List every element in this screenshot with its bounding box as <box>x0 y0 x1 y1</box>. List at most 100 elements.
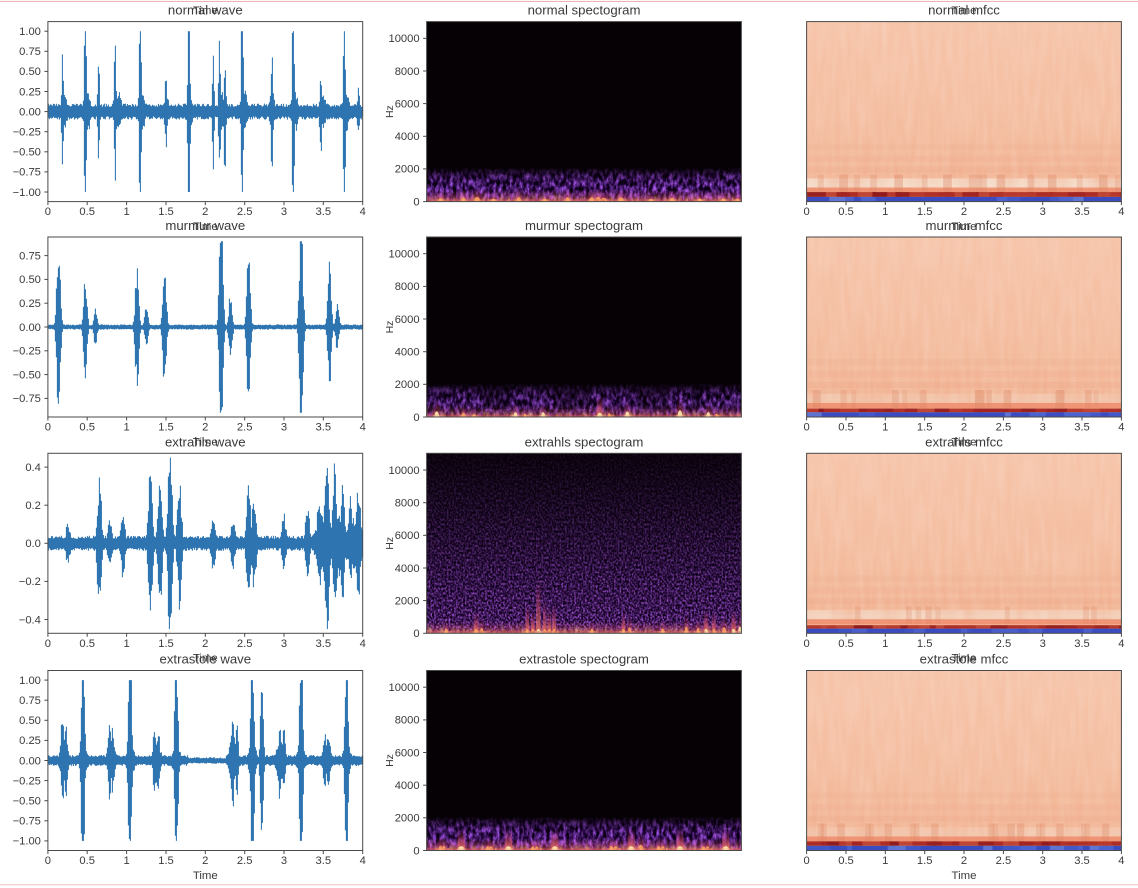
svg-text:3: 3 <box>281 422 287 434</box>
svg-text:4: 4 <box>360 855 366 867</box>
svg-text:2: 2 <box>202 206 208 218</box>
svg-text:2000: 2000 <box>395 379 420 391</box>
svg-text:1.5: 1.5 <box>158 206 174 218</box>
svg-text:3: 3 <box>281 638 287 650</box>
svg-text:4000: 4000 <box>395 780 420 792</box>
svg-text:Hz: Hz <box>384 537 396 550</box>
svg-text:normal wave: normal wave <box>168 3 243 18</box>
svg-text:6000: 6000 <box>395 98 420 110</box>
svg-text:Time: Time <box>193 653 218 665</box>
svg-text:0.75: 0.75 <box>19 250 41 262</box>
svg-text:Time: Time <box>193 221 218 233</box>
svg-text:3: 3 <box>1040 206 1046 218</box>
svg-text:0.5: 0.5 <box>79 422 95 434</box>
svg-text:extrahls spectogram: extrahls spectogram <box>525 434 644 449</box>
svg-text:1.5: 1.5 <box>917 855 933 867</box>
svg-text:10000: 10000 <box>388 33 419 45</box>
svg-text:Time: Time <box>952 870 977 882</box>
svg-text:0.5: 0.5 <box>838 422 854 434</box>
svg-text:1.00: 1.00 <box>19 675 41 687</box>
svg-text:4: 4 <box>1118 206 1124 218</box>
svg-text:2.5: 2.5 <box>237 206 253 218</box>
svg-text:0.75: 0.75 <box>19 695 41 707</box>
svg-text:1.5: 1.5 <box>158 422 174 434</box>
svg-text:2.5: 2.5 <box>237 638 253 650</box>
svg-text:8000: 8000 <box>395 281 420 293</box>
svg-text:murmur mfcc: murmur mfcc <box>926 218 1003 233</box>
svg-text:normal spectogram: normal spectogram <box>528 3 641 18</box>
svg-text:4000: 4000 <box>395 563 420 575</box>
svg-text:2: 2 <box>961 638 967 650</box>
svg-text:0: 0 <box>413 196 419 208</box>
svg-text:normal mfcc: normal mfcc <box>928 3 1000 18</box>
svg-text:10000: 10000 <box>388 682 419 694</box>
svg-text:3: 3 <box>281 855 287 867</box>
svg-text:−0.50: −0.50 <box>13 147 41 159</box>
svg-text:0.5: 0.5 <box>838 206 854 218</box>
svg-text:8000: 8000 <box>395 498 420 510</box>
svg-text:−0.4: −0.4 <box>19 614 41 626</box>
svg-text:0: 0 <box>45 855 51 867</box>
svg-text:3.5: 3.5 <box>1074 422 1090 434</box>
svg-text:4: 4 <box>360 422 366 434</box>
svg-text:−0.2: −0.2 <box>19 576 41 588</box>
svg-text:1: 1 <box>123 855 129 867</box>
svg-text:0.0: 0.0 <box>25 538 41 550</box>
svg-text:0: 0 <box>803 422 809 434</box>
svg-text:0: 0 <box>413 845 419 857</box>
svg-text:3.5: 3.5 <box>1074 638 1090 650</box>
svg-text:murmur wave: murmur wave <box>165 218 245 233</box>
svg-text:−0.75: −0.75 <box>13 167 41 179</box>
svg-text:3.5: 3.5 <box>316 855 332 867</box>
svg-text:10000: 10000 <box>388 249 419 261</box>
svg-text:Time: Time <box>193 870 218 882</box>
svg-text:0.25: 0.25 <box>19 86 41 98</box>
svg-text:0.00: 0.00 <box>19 106 41 118</box>
svg-text:Time: Time <box>952 653 977 665</box>
svg-text:−1.00: −1.00 <box>13 187 41 199</box>
svg-text:2000: 2000 <box>395 813 420 825</box>
svg-text:−0.50: −0.50 <box>13 369 41 381</box>
svg-text:1.5: 1.5 <box>158 638 174 650</box>
svg-text:1: 1 <box>123 638 129 650</box>
svg-text:3.5: 3.5 <box>316 638 332 650</box>
svg-text:0.5: 0.5 <box>838 855 854 867</box>
svg-text:−0.75: −0.75 <box>13 393 41 405</box>
svg-text:1.00: 1.00 <box>19 26 41 38</box>
svg-text:extrahls mfcc: extrahls mfcc <box>925 434 1003 449</box>
svg-text:2.5: 2.5 <box>996 422 1012 434</box>
svg-text:2.5: 2.5 <box>996 855 1012 867</box>
svg-text:8000: 8000 <box>395 66 420 78</box>
svg-text:4: 4 <box>1118 422 1124 434</box>
svg-text:1: 1 <box>882 206 888 218</box>
svg-text:extrahls wave: extrahls wave <box>165 434 246 449</box>
svg-text:1.5: 1.5 <box>917 638 933 650</box>
svg-text:−0.25: −0.25 <box>13 346 41 358</box>
svg-text:0: 0 <box>413 412 419 424</box>
svg-text:4000: 4000 <box>395 347 420 359</box>
svg-text:extrastole spectogram: extrastole spectogram <box>519 652 649 667</box>
svg-text:6000: 6000 <box>395 530 420 542</box>
svg-text:1.5: 1.5 <box>917 422 933 434</box>
svg-text:murmur spectogram: murmur spectogram <box>525 218 643 233</box>
svg-text:3: 3 <box>1040 638 1046 650</box>
svg-text:2: 2 <box>961 422 967 434</box>
svg-text:0: 0 <box>45 206 51 218</box>
svg-text:2: 2 <box>202 422 208 434</box>
svg-text:3.5: 3.5 <box>316 422 332 434</box>
svg-text:0: 0 <box>803 638 809 650</box>
svg-text:Hz: Hz <box>384 754 396 767</box>
svg-text:0.5: 0.5 <box>79 206 95 218</box>
svg-text:1.5: 1.5 <box>917 206 933 218</box>
svg-text:−0.25: −0.25 <box>13 775 41 787</box>
svg-text:0.50: 0.50 <box>19 715 41 727</box>
svg-text:2: 2 <box>961 206 967 218</box>
svg-text:1: 1 <box>882 638 888 650</box>
svg-text:1: 1 <box>882 855 888 867</box>
svg-text:Time: Time <box>952 5 977 17</box>
svg-text:1: 1 <box>123 422 129 434</box>
svg-text:0.50: 0.50 <box>19 274 41 286</box>
svg-text:3: 3 <box>1040 855 1046 867</box>
svg-text:−1.00: −1.00 <box>13 836 41 848</box>
svg-text:0.25: 0.25 <box>19 298 41 310</box>
